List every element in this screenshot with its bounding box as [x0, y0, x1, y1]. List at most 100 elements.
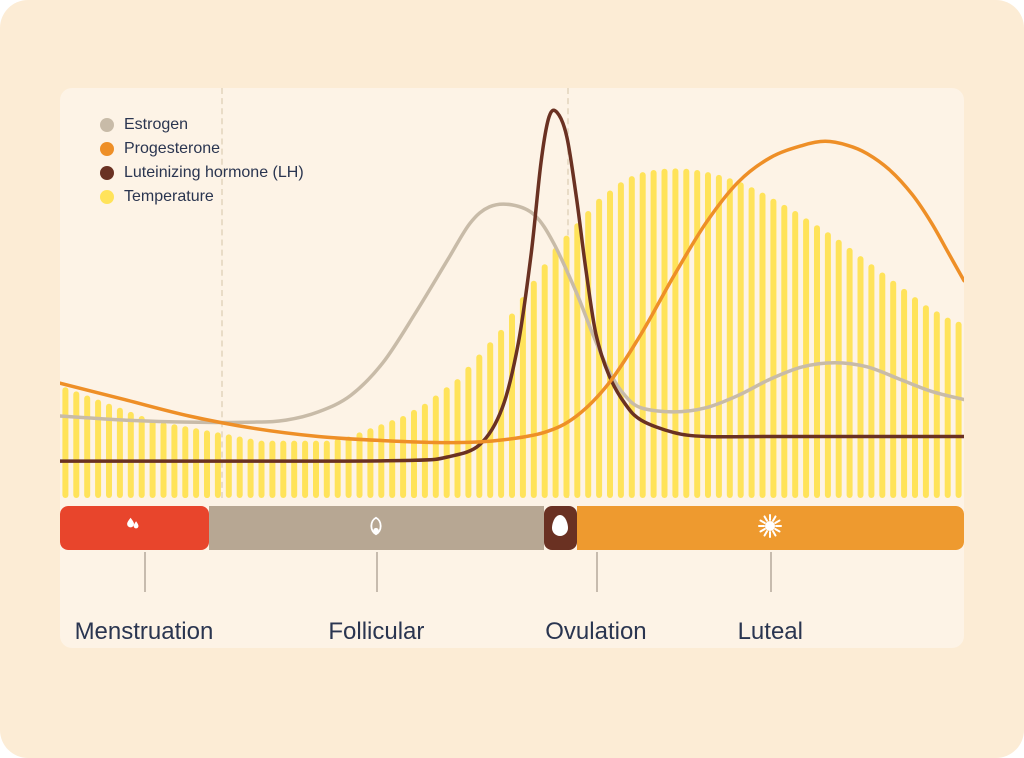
temperature-bar [465, 367, 471, 498]
legend-swatch [100, 190, 114, 204]
temperature-bar [84, 396, 90, 499]
legend-label: Temperature [124, 188, 214, 206]
temperature-bar [422, 404, 428, 498]
temperature-bar [629, 176, 635, 498]
temperature-bar [204, 430, 210, 498]
temperature-bar [411, 410, 417, 498]
temperature-bar [280, 441, 286, 498]
temperature-bar [433, 396, 439, 499]
temperature-bar [95, 400, 101, 498]
temperature-bar [945, 318, 951, 498]
legend-item-progesterone: Progesterone [100, 140, 304, 158]
temperature-bar [269, 441, 275, 498]
phase-tick [770, 552, 772, 592]
temperature-bar [248, 439, 254, 498]
sun-icon [758, 514, 782, 538]
temperature-bar [357, 432, 363, 498]
temperature-bar [128, 412, 134, 498]
temperature-bar [62, 387, 68, 498]
phase-label-luteal: Luteal [738, 618, 803, 646]
egg-icon [550, 514, 570, 538]
phase-tick [596, 552, 598, 592]
temperature-bar [825, 232, 831, 498]
temperature-bar [858, 256, 864, 498]
temperature-bar [792, 211, 798, 498]
legend-item-temperature: Temperature [100, 188, 304, 206]
background-card: Estrogen Progesterone Luteinizing hormon… [0, 0, 1024, 758]
temperature-bar [73, 391, 79, 498]
legend-label: Luteinizing hormone (LH) [124, 164, 304, 182]
temperature-bar [226, 434, 232, 498]
temperature-bar [585, 211, 591, 498]
temperature-bar [150, 420, 156, 498]
temperature-bar [324, 441, 330, 498]
temperature-bar [868, 264, 874, 498]
phase-bar [60, 506, 964, 550]
temperature-bar [694, 170, 700, 498]
chart-panel: Estrogen Progesterone Luteinizing hormon… [60, 88, 964, 648]
legend-item-estrogen: Estrogen [100, 116, 304, 134]
temperature-bar [487, 342, 493, 498]
temperature-bar [618, 182, 624, 498]
phase-segment-follicular [209, 506, 545, 550]
temperature-bar [912, 297, 918, 498]
phase-tick [144, 552, 146, 592]
temperature-bar [553, 248, 559, 498]
phase-segment-ovulation [544, 506, 576, 550]
phase-segment-luteal [577, 506, 964, 550]
phase-label-menstruation: Menstruation [75, 618, 214, 646]
phase-tick [376, 552, 378, 592]
temperature-bar [400, 416, 406, 498]
drops-icon [123, 515, 145, 537]
temperature-bar [814, 225, 820, 498]
temperature-bar [313, 441, 319, 498]
temperature-bar [890, 281, 896, 498]
legend-label: Progesterone [124, 140, 220, 158]
legend-swatch [100, 166, 114, 180]
temperature-bar [956, 322, 962, 498]
temperature-bar [193, 428, 199, 498]
temperature-bar [760, 193, 766, 498]
legend-swatch [100, 142, 114, 156]
legend-swatch [100, 118, 114, 132]
temperature-bar [879, 273, 885, 499]
temperature-bar [455, 379, 461, 498]
temperature-bar [651, 170, 657, 498]
temperature-bar [542, 264, 548, 498]
temperature-bar [302, 441, 308, 498]
temperature-bar [259, 441, 265, 498]
legend: Estrogen Progesterone Luteinizing hormon… [100, 116, 304, 212]
temperature-bar [607, 191, 613, 499]
phase-segment-menstruation [60, 506, 209, 550]
temperature-bar [836, 240, 842, 498]
temperature-bar [476, 355, 482, 499]
temperature-bar [901, 289, 907, 498]
temperature-bar [672, 168, 678, 498]
temperature-bar [215, 432, 221, 498]
temperature-bar [727, 178, 733, 498]
temperature-bar [291, 441, 297, 498]
temperature-bar [716, 175, 722, 498]
temperature-bar [770, 199, 776, 498]
phase-label-follicular: Follicular [328, 618, 424, 646]
legend-item-lh: Luteinizing hormone (LH) [100, 164, 304, 182]
temperature-bar [803, 218, 809, 498]
temperature-bar [781, 205, 787, 498]
temperature-bar [923, 305, 929, 498]
temperature-bar [683, 169, 689, 498]
phase-label-ovulation: Ovulation [545, 618, 646, 646]
temperature-bar [335, 439, 341, 498]
temperature-bar [237, 437, 243, 499]
temperature-bar [531, 281, 537, 498]
temperature-bar [847, 248, 853, 498]
temperature-bar [662, 169, 668, 498]
temperature-bar [738, 182, 744, 498]
temperature-bar [139, 416, 145, 498]
ovary-icon [365, 515, 387, 537]
temperature-bar [574, 223, 580, 498]
temperature-bar [749, 187, 755, 498]
temperature-bar [934, 311, 940, 498]
temperature-bar [346, 437, 352, 499]
legend-label: Estrogen [124, 116, 188, 134]
temperature-bar [509, 314, 515, 499]
